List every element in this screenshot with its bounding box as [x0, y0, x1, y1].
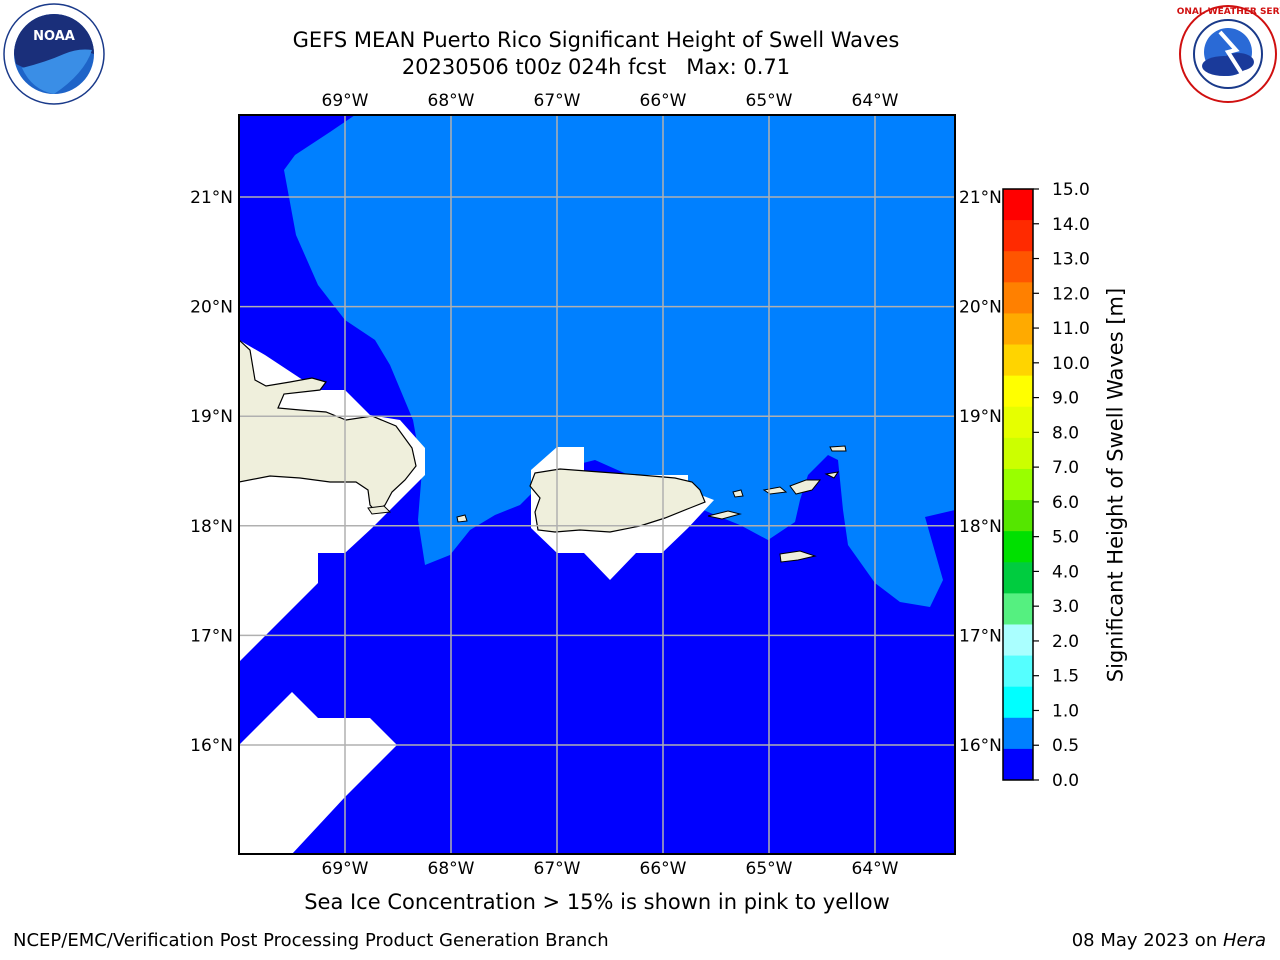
colorbar-tick-label: 4.0 [1052, 562, 1079, 582]
lat-label-right: 19°N [959, 407, 1002, 427]
lon-label-bottom: 68°W [428, 859, 475, 879]
land-hispaniola-south-islet [367, 505, 392, 515]
colorbar-tick-label: 14.0 [1052, 215, 1090, 235]
colorbar-swatch [1003, 375, 1033, 408]
colorbar-tick-label: 3.0 [1052, 597, 1079, 617]
colorbar-tick-label: 6.0 [1052, 493, 1079, 513]
colorbar-tick-label: 11.0 [1052, 319, 1090, 339]
colorbar-tick-label: 10.0 [1052, 354, 1090, 374]
colorbar-swatch [1003, 593, 1033, 625]
land-virgin-islands [762, 471, 840, 495]
footer-date: 08 May 2023 on Hera [1072, 930, 1266, 951]
colorbar-swatch [1003, 220, 1033, 252]
lon-label-bottom: 69°W [322, 859, 369, 879]
colorbar-tick-label: 0.0 [1052, 771, 1079, 791]
colorbar-swatch [1003, 748, 1033, 781]
colorbar-tick-label: 5.0 [1052, 528, 1079, 548]
lat-label-left: 16°N [190, 736, 233, 756]
colorbar-swatch [1003, 624, 1033, 657]
colorbar-swatch [1003, 562, 1033, 594]
graticule [239, 115, 955, 854]
lon-label-bottom: 64°W [852, 859, 899, 879]
colorbar-swatch [1003, 344, 1033, 377]
lat-label-left: 21°N [190, 188, 233, 208]
lon-label-top: 68°W [428, 91, 475, 111]
colorbar-swatch [1003, 531, 1033, 563]
lon-label-bottom: 67°W [534, 859, 581, 879]
lat-label-left: 20°N [190, 298, 233, 318]
colorbar-frame [1002, 188, 1034, 781]
footer-date-text: 08 May 2023 on [1071, 930, 1223, 951]
colorbar-swatch [1003, 313, 1033, 346]
land-st-croix [779, 550, 817, 563]
land-vieques [707, 510, 742, 520]
lat-label-right: 17°N [959, 626, 1002, 646]
colorbar-tick-label: 2.0 [1052, 632, 1079, 652]
colorbar-swatches [1003, 189, 1033, 781]
colorbar-swatch [1003, 406, 1033, 439]
colorbar-swatch [1003, 251, 1033, 283]
colorbar-swatch [1003, 437, 1033, 470]
colorbar-swatch [1003, 500, 1033, 532]
colorbar-swatch [1003, 686, 1033, 719]
colorbar-swatch [1003, 655, 1033, 688]
colorbar-tick-label: 0.5 [1052, 736, 1079, 756]
land-puerto-rico [529, 468, 706, 533]
colorbar-ticks: 15.0 14.0 13.0 12.0 11.0 10.0 9.0 8.0 7.0 6.0 5.0 4… [1033, 180, 1090, 791]
colorbar-swatch [1003, 468, 1033, 501]
footer-host: Hera [1222, 930, 1266, 951]
chart-title: GEFS MEAN Puerto Rico Significant Height… [292, 28, 900, 52]
chart-subtitle: 20230506 t00z 024h fcst Max: 0.71 [401, 55, 791, 79]
noaa-logo: NOAA [3, 3, 105, 105]
lon-label-bottom: 65°W [746, 859, 793, 879]
map-frame [238, 114, 956, 855]
colorbar-tick-label: 9.0 [1052, 389, 1079, 409]
lat-label-right: 16°N [959, 736, 1002, 756]
colorbar-tick-label: 12.0 [1052, 284, 1090, 304]
lat-label-right: 20°N [959, 298, 1002, 318]
lat-label-right: 21°N [959, 188, 1002, 208]
axis-labels: 69°W 69°W 68°W 68°W 67°W 67°W 66°W 66°W 65°W 65°W… [190, 91, 1002, 879]
land-mona-island [456, 514, 468, 523]
footer-branch: NCEP/EMC/Verification Post Processing Pr… [13, 930, 609, 951]
land-hispaniola [239, 339, 417, 513]
nodata-southwest [239, 692, 397, 854]
lat-label-right: 18°N [959, 517, 1002, 537]
colorbar-swatch [1003, 717, 1033, 750]
lon-label-top: 64°W [852, 91, 899, 111]
land-anegada [829, 445, 847, 452]
lon-label-top: 67°W [534, 91, 581, 111]
lon-label-bottom: 66°W [640, 859, 687, 879]
lon-label-top: 66°W [640, 91, 687, 111]
lat-label-left: 17°N [190, 626, 233, 646]
colorbar-swatch [1003, 189, 1033, 221]
lat-label-left: 19°N [190, 407, 233, 427]
nws-logo-ring-text: NATIONAL WEATHER SERVICE [1176, 7, 1280, 17]
colorbar-tick-label: 7.0 [1052, 458, 1079, 478]
nws-logo: NATIONAL WEATHER SERVICE [1176, 5, 1280, 103]
colorbar-tick-label: 1.0 [1052, 701, 1079, 721]
colorbar-tick-label: 13.0 [1052, 250, 1090, 270]
noaa-logo-text: NOAA [33, 29, 75, 44]
colorbar-title: Significant Height of Swell Waves [m] [1103, 287, 1128, 683]
colorbar-tick-label: 8.0 [1052, 423, 1079, 443]
colorbar-tick-label: 15.0 [1052, 180, 1090, 200]
colorbar-swatch [1003, 282, 1033, 314]
lat-label-left: 18°N [190, 517, 233, 537]
land-culebra [732, 489, 744, 498]
lon-label-top: 65°W [746, 91, 793, 111]
sea-ice-note: Sea Ice Concentration > 15% is shown in … [304, 890, 890, 914]
colorbar-tick-label: 1.5 [1052, 667, 1079, 687]
lon-label-top: 69°W [322, 91, 369, 111]
